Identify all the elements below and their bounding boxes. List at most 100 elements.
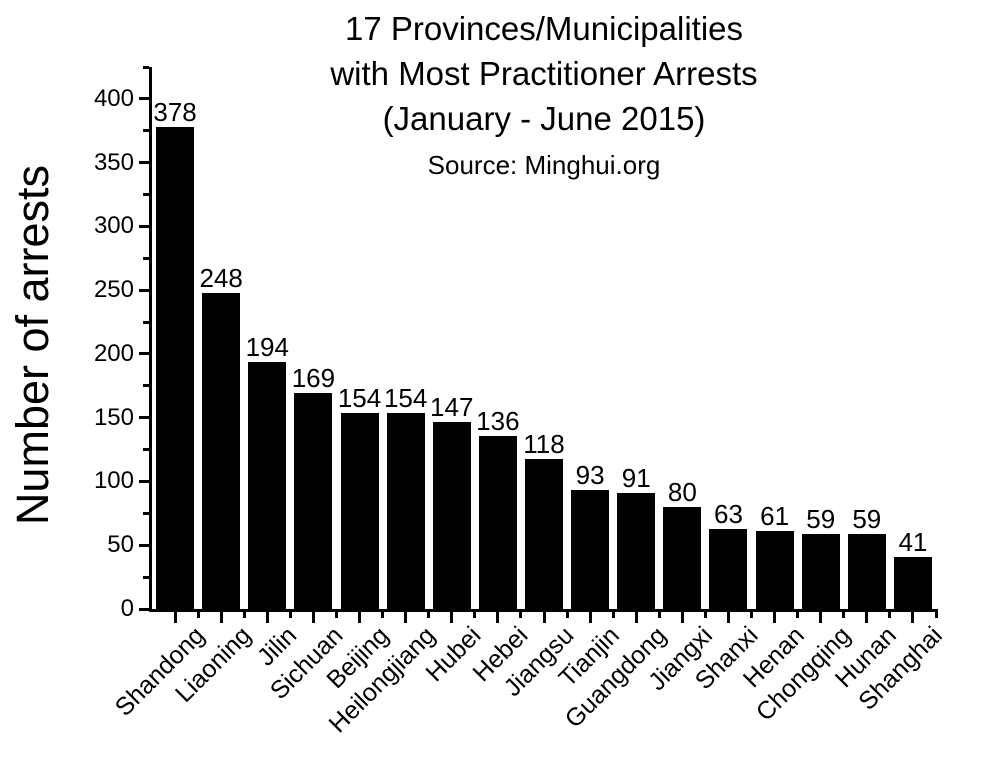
- x-major-tick: [588, 612, 592, 623]
- y-major-tick: [139, 416, 149, 420]
- y-tick-label: 350: [93, 148, 134, 176]
- x-major-tick: [773, 612, 777, 623]
- x-major-tick: [450, 612, 454, 623]
- bar-value-label: 154: [383, 382, 428, 413]
- bar-value-label: 59: [852, 503, 882, 534]
- bar-value-label: 378: [153, 96, 197, 127]
- x-major-tick: [726, 612, 730, 623]
- bar: [478, 435, 517, 609]
- y-major-tick: [139, 543, 149, 547]
- bar: [801, 533, 840, 609]
- x-minor-tick: [334, 612, 338, 618]
- y-major-tick: [139, 161, 149, 165]
- bar-value-label: 91: [621, 462, 651, 493]
- y-minor-tick: [143, 256, 149, 260]
- bar: [525, 458, 563, 609]
- y-minor-tick: [143, 320, 149, 324]
- y-axis-line: [149, 67, 152, 612]
- bar: [617, 492, 656, 609]
- bar-value-label: 248: [199, 262, 243, 293]
- plot-area: 0 50 100 150 200 250 300 350 400 378 Shandong 248 Li…: [94, 65, 948, 738]
- x-major-tick: [634, 612, 638, 623]
- x-minor-tick: [473, 612, 477, 618]
- x-minor-tick: [242, 612, 246, 618]
- y-major-tick: [139, 97, 149, 101]
- x-minor-tick: [381, 612, 385, 618]
- chart-title: 17 Provinces/Municipalities with Most Pr…: [152, 6, 936, 141]
- y-minor-tick: [143, 384, 149, 388]
- x-major-tick: [911, 612, 915, 623]
- chart-title-line-3: (January - June 2015): [382, 100, 706, 137]
- y-tick-label: 100: [93, 467, 134, 495]
- y-major-tick: [139, 352, 149, 356]
- y-minor-tick: [143, 129, 149, 133]
- bar-value-label: 80: [667, 476, 697, 507]
- bar-value-label: 147: [430, 391, 474, 422]
- x-major-tick: [311, 612, 315, 623]
- bar-value-label: 118: [523, 428, 565, 459]
- x-major-tick: [865, 612, 869, 623]
- chart-source-label: Source: Minghui.org: [427, 150, 661, 180]
- x-minor-tick: [519, 612, 523, 618]
- x-minor-tick: [703, 612, 707, 618]
- bar: [893, 556, 932, 609]
- bar: [294, 393, 333, 609]
- x-minor-tick: [427, 612, 431, 618]
- x-major-tick: [265, 612, 269, 623]
- x-minor-tick: [842, 612, 846, 618]
- x-minor-tick: [565, 612, 569, 618]
- x-major-tick: [680, 612, 684, 623]
- bar: [386, 412, 425, 609]
- x-minor-tick: [888, 612, 892, 618]
- bar-value-label: 41: [898, 526, 928, 557]
- x-major-tick: [404, 612, 408, 623]
- y-major-tick: [139, 224, 149, 228]
- bar-value-label: 169: [291, 363, 336, 394]
- bar-value-label: 63: [714, 498, 743, 529]
- y-minor-tick: [143, 65, 149, 69]
- x-minor-tick: [796, 612, 800, 618]
- bar-value-label: 136: [476, 405, 520, 436]
- y-tick-label: 200: [93, 339, 134, 367]
- y-tick-label: 300: [93, 212, 134, 240]
- bar: [847, 533, 886, 609]
- bar: [340, 412, 379, 609]
- bar-value-label: 59: [806, 503, 836, 534]
- bar-value-label: 154: [337, 382, 382, 413]
- bar: [202, 292, 241, 609]
- bar-value-label: 61: [760, 501, 790, 532]
- bar: [571, 490, 610, 609]
- x-major-tick: [219, 612, 223, 623]
- x-minor-tick: [196, 612, 200, 618]
- y-tick-label: 400: [93, 84, 134, 112]
- x-minor-tick: [750, 612, 754, 618]
- y-major-tick: [139, 607, 149, 611]
- x-minor-tick: [934, 612, 938, 618]
- bar: [432, 421, 471, 609]
- bar-value-label: 194: [245, 331, 289, 362]
- x-minor-tick: [657, 612, 661, 618]
- y-minor-tick: [143, 575, 149, 579]
- bar: [709, 528, 748, 609]
- x-minor-tick: [611, 612, 615, 618]
- bar: [663, 506, 702, 609]
- x-axis-line: [149, 609, 938, 612]
- y-axis-title: Number of arrests: [7, 164, 58, 526]
- y-tick-label: 0: [120, 595, 134, 622]
- x-major-tick: [358, 612, 362, 623]
- x-major-tick: [173, 612, 177, 623]
- bar: [156, 126, 195, 609]
- y-major-tick: [139, 479, 149, 483]
- chart-title-line-1: 17 Provinces/Municipalities: [344, 10, 743, 47]
- y-tick-label: 50: [107, 531, 134, 559]
- y-minor-tick: [143, 511, 149, 515]
- bar-value-label: 93: [575, 460, 605, 491]
- x-major-tick: [496, 612, 500, 623]
- y-tick-label: 250: [93, 276, 134, 304]
- y-tick-label: 150: [93, 403, 134, 431]
- y-major-tick: [139, 288, 149, 292]
- bar: [755, 531, 794, 609]
- bar: [248, 361, 287, 609]
- x-major-tick: [542, 612, 546, 623]
- x-major-tick: [819, 612, 823, 623]
